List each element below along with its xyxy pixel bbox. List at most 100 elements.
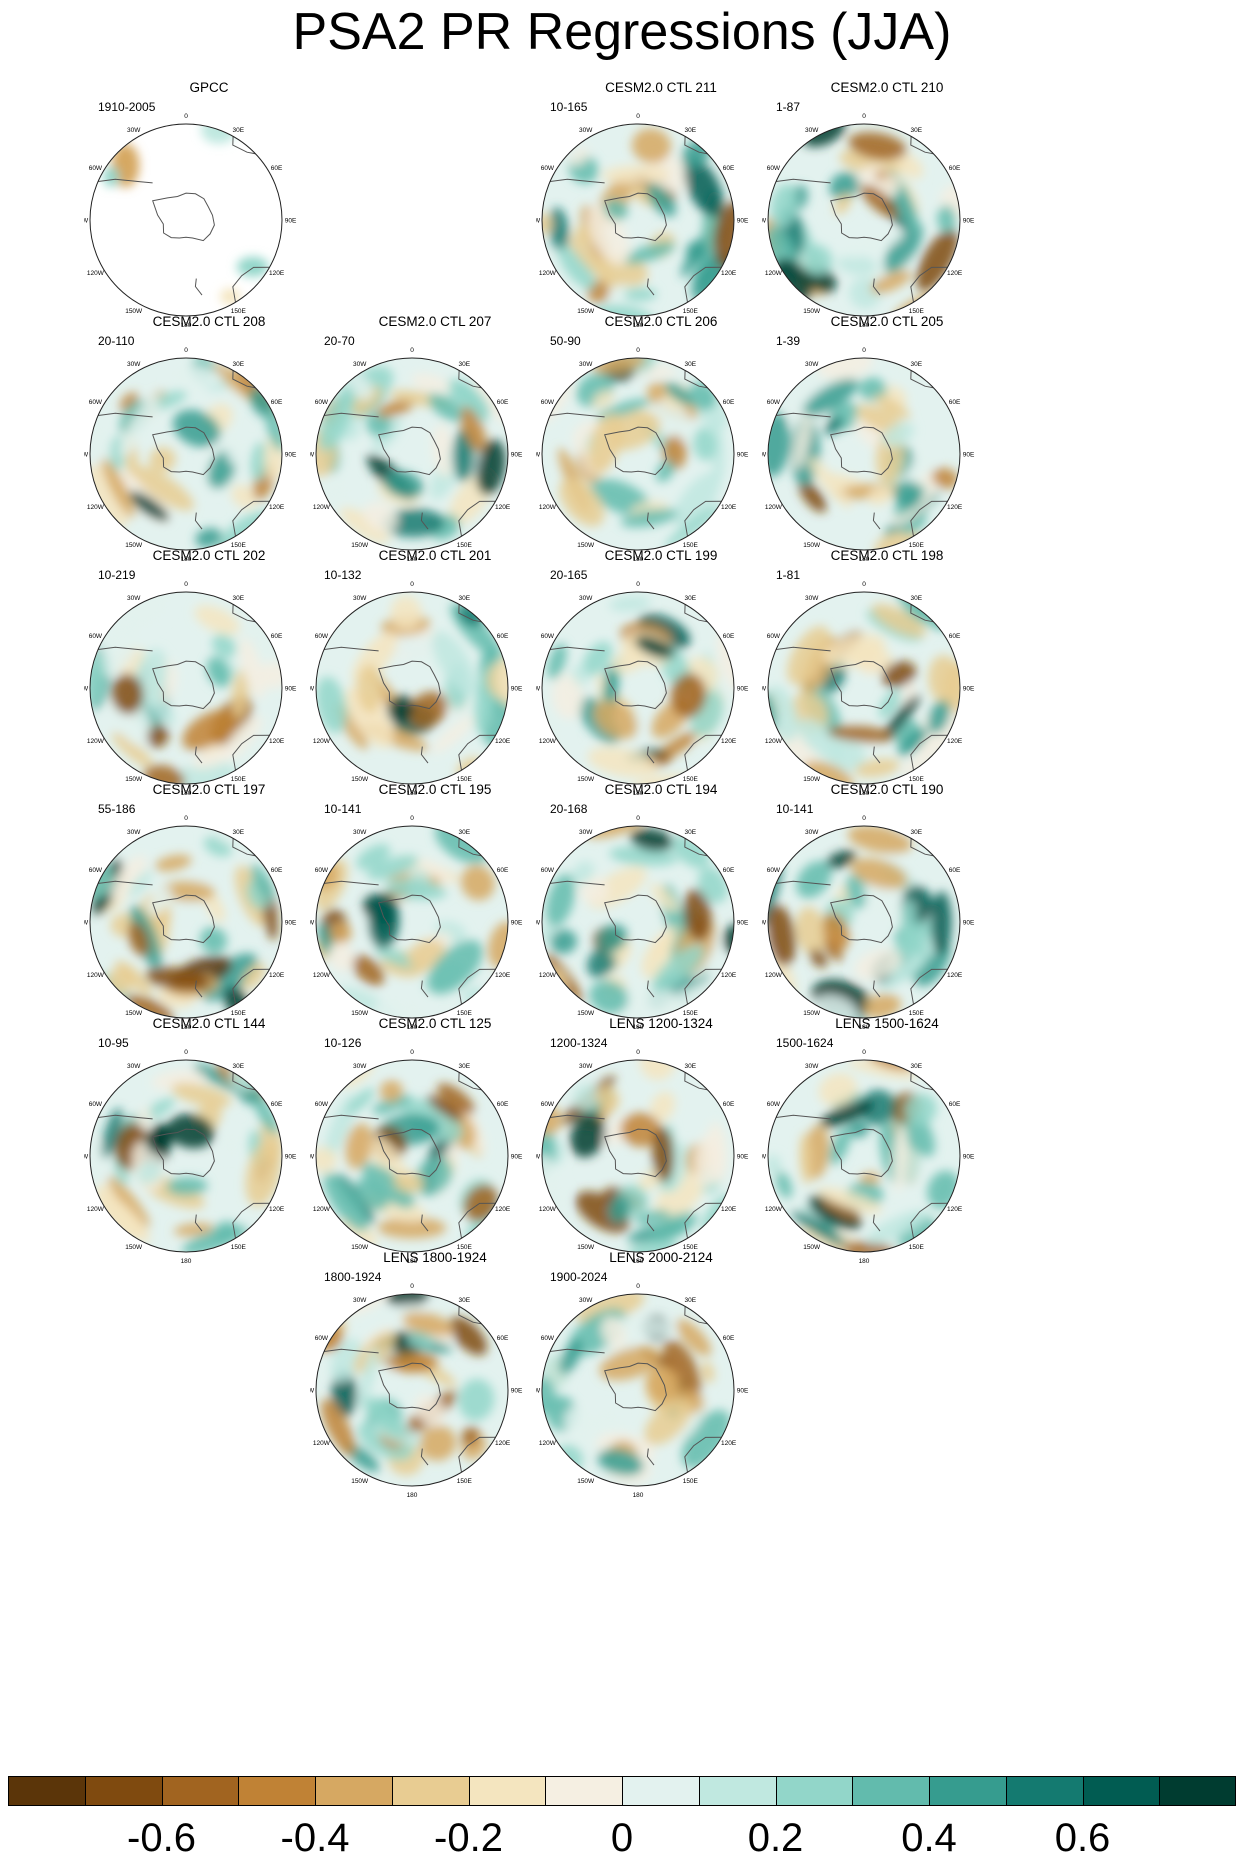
colorbar-swatch bbox=[545, 1776, 622, 1806]
longitude-label: 0 bbox=[410, 581, 414, 588]
coastline bbox=[92, 646, 153, 652]
panel-title: CESM2.0 CTL 197 bbox=[152, 782, 266, 797]
longitude-label: 120W bbox=[313, 504, 331, 511]
longitude-label: 180 bbox=[407, 1024, 418, 1031]
longitude-label: 150W bbox=[803, 1244, 821, 1251]
polar-map: 0 30E 60E 90E 120E 150E 180 150W 120W 90W 60W 30W bbox=[536, 1049, 749, 1265]
colorbar-tick-label: -0.2 bbox=[434, 1816, 503, 1860]
map-boundary bbox=[541, 1293, 735, 1487]
longitude-label: 60E bbox=[271, 1101, 283, 1108]
longitude-label: 0 bbox=[410, 815, 414, 822]
panel-title: CESM2.0 CTL 190 bbox=[830, 782, 944, 797]
polar-map: 0 30E 60E 90E 120E 150E 180 150W 120W 90W 60W 30W bbox=[536, 1283, 749, 1499]
longitude-label: 60W bbox=[89, 867, 103, 874]
panel-years: 50-90 bbox=[550, 334, 581, 348]
longitude-label: 90E bbox=[511, 686, 523, 693]
coastline bbox=[194, 278, 203, 296]
coastline bbox=[910, 734, 954, 776]
coastline bbox=[770, 178, 831, 184]
longitude-label: 0 bbox=[862, 1049, 866, 1056]
colorbar-tick-label: -0.4 bbox=[280, 1816, 350, 1860]
antarctica-coastline bbox=[378, 660, 441, 710]
longitude-label: 120W bbox=[539, 1206, 557, 1213]
longitude-label: 150W bbox=[125, 1244, 143, 1251]
longitude-label: 90E bbox=[511, 1154, 523, 1161]
longitude-label: 90W bbox=[536, 1388, 541, 1395]
longitude-label: 120E bbox=[495, 1206, 511, 1213]
longitude-label: 120W bbox=[313, 1440, 331, 1447]
longitude-label: 0 bbox=[636, 815, 640, 822]
longitude-label: 90E bbox=[285, 1154, 297, 1161]
longitude-label: 60E bbox=[271, 867, 283, 874]
colorbar-swatch bbox=[1082, 1776, 1160, 1806]
longitude-label: 90W bbox=[310, 452, 315, 459]
longitude-label: 120E bbox=[269, 270, 285, 277]
longitude-label: 90E bbox=[963, 1154, 975, 1161]
figure-title: PSA2 PR Regressions (JJA) bbox=[292, 3, 952, 61]
longitude-label: 150W bbox=[351, 776, 369, 783]
longitude-label: 150E bbox=[683, 308, 699, 315]
coastline bbox=[684, 1436, 728, 1478]
longitude-label: 30W bbox=[579, 1297, 593, 1304]
longitude-label: 120W bbox=[539, 972, 557, 979]
longitude-label: 120E bbox=[721, 738, 737, 745]
panel-title: CESM2.0 CTL 199 bbox=[604, 548, 718, 563]
colorbar bbox=[8, 1776, 1236, 1806]
longitude-label: 60W bbox=[315, 633, 329, 640]
longitude-label: 150W bbox=[803, 308, 821, 315]
longitude-label: 180 bbox=[859, 1024, 870, 1031]
polar-map: 0 30E 60E 90E 120E 150E 180 150W 120W 90W 60W 30W bbox=[536, 581, 749, 797]
longitude-label: 60E bbox=[723, 867, 735, 874]
polar-map: 0 30E 60E 90E 120E 150E 180 150W 120W 90W 60W 30W bbox=[84, 815, 297, 1031]
longitude-label: 60E bbox=[723, 399, 735, 406]
coastline bbox=[420, 512, 429, 530]
longitude-label: 120W bbox=[313, 1206, 331, 1213]
map-boundary bbox=[89, 825, 283, 1019]
coastline bbox=[544, 412, 605, 418]
longitude-label: 150E bbox=[909, 308, 925, 315]
panel-title: CESM2.0 CTL 198 bbox=[830, 548, 944, 563]
map-panel: CESM2.0 CTL 201 10-132 0 30E 60E 90E 120E 150E 1… bbox=[310, 548, 560, 818]
coastline bbox=[232, 1202, 276, 1244]
coastline bbox=[770, 646, 831, 652]
longitude-label: 180 bbox=[859, 790, 870, 797]
longitude-label: 60E bbox=[497, 399, 509, 406]
longitude-label: 120E bbox=[721, 270, 737, 277]
longitude-label: 150W bbox=[125, 1010, 143, 1017]
coastline bbox=[420, 1448, 429, 1466]
coastline bbox=[646, 980, 655, 998]
longitude-label: 30E bbox=[233, 829, 245, 836]
longitude-label: 0 bbox=[636, 581, 640, 588]
coastline bbox=[232, 968, 276, 1010]
longitude-label: 120W bbox=[765, 972, 783, 979]
panel-title: CESM2.0 CTL 207 bbox=[378, 314, 492, 329]
longitude-label: 180 bbox=[407, 1492, 418, 1499]
coastline bbox=[770, 1114, 831, 1120]
longitude-label: 150W bbox=[351, 1478, 369, 1485]
map-panel: CESM2.0 CTL 195 10-141 0 30E 60E 90E 120E 150E 1… bbox=[310, 782, 560, 1052]
longitude-label: 60W bbox=[767, 867, 781, 874]
colorbar-tick-label: 0.2 bbox=[747, 1816, 804, 1860]
longitude-label: 90W bbox=[536, 452, 541, 459]
coastline bbox=[318, 412, 379, 418]
longitude-label: 150E bbox=[683, 1478, 699, 1485]
coastline bbox=[458, 1202, 502, 1244]
antarctica-coastline bbox=[152, 192, 215, 242]
longitude-label: 120E bbox=[721, 1206, 737, 1213]
longitude-label: 30W bbox=[805, 1063, 819, 1070]
longitude-label: 180 bbox=[633, 1258, 644, 1265]
panel-years: 10-219 bbox=[98, 568, 136, 582]
longitude-label: 90E bbox=[963, 218, 975, 225]
longitude-label: 60E bbox=[497, 1335, 509, 1342]
longitude-label: 120W bbox=[765, 504, 783, 511]
longitude-label: 120W bbox=[313, 738, 331, 745]
longitude-label: 90E bbox=[963, 920, 975, 927]
longitude-label: 30E bbox=[233, 595, 245, 602]
map-panel: CESM2.0 CTL 207 20-70 0 30E 60E 90E 120E 150E 18… bbox=[310, 314, 560, 584]
colorbar-tick-label: 0 bbox=[610, 1816, 634, 1860]
colorbar-swatch bbox=[238, 1776, 315, 1806]
coastline bbox=[910, 500, 954, 542]
coastline bbox=[684, 734, 728, 776]
map-panel: CESM2.0 CTL 208 20-110 0 30E 60E 90E 120E 150E 1… bbox=[84, 314, 334, 584]
longitude-label: 60W bbox=[315, 1335, 329, 1342]
